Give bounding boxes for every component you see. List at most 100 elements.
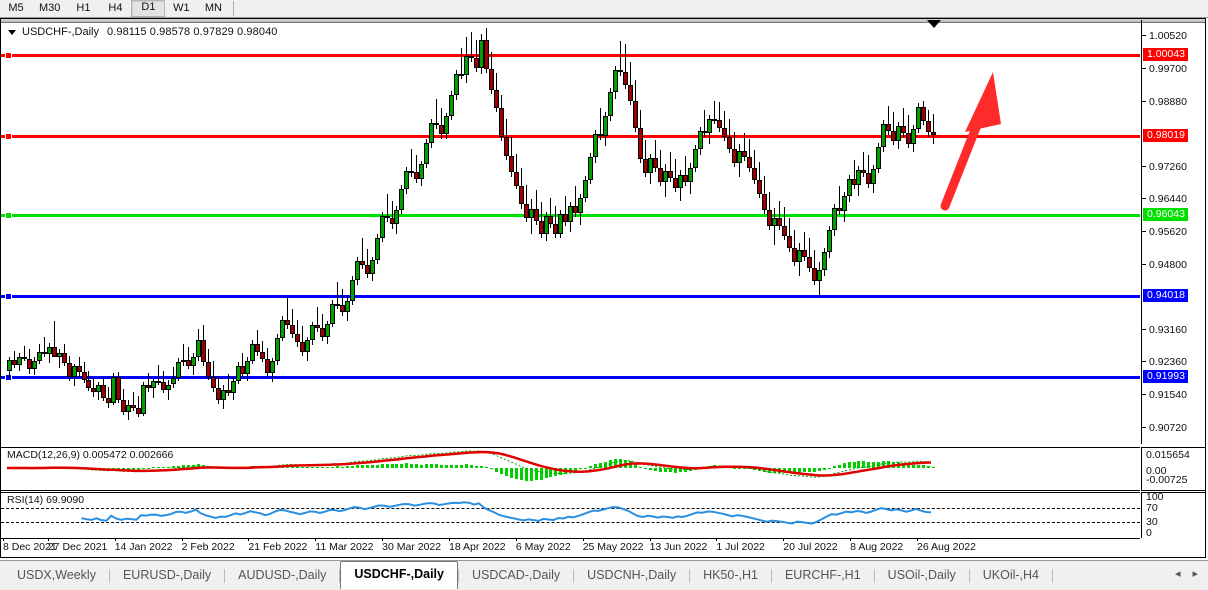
price-tick-label: 0.98880 [1149, 95, 1187, 108]
symbol-tab-eurusd--daily[interactable]: EURUSD-,Daily [122, 568, 212, 582]
candle-wick [729, 118, 731, 153]
tab-divider [457, 569, 459, 583]
macd-histogram-bar [176, 465, 180, 468]
price-level-label-support[interactable]: 0.94018 [1143, 288, 1188, 302]
candle-body [315, 325, 320, 328]
tab-divider [573, 569, 575, 583]
rsi-pane[interactable]: RSI(14) 69.9090 [1, 492, 1140, 538]
candle-body [911, 128, 917, 145]
horizontal-level-line-support[interactable] [1, 373, 1140, 381]
macd-histogram-bar [440, 464, 444, 468]
macd-histogram-bar [817, 468, 821, 472]
symbol-tab-usdcad--daily[interactable]: USDCAD-,Daily [471, 568, 561, 582]
candle-body [583, 180, 589, 199]
rsi-level-line-70 [1, 507, 1140, 509]
candle-body [270, 361, 276, 374]
macd-tick-label: -0.00725 [1146, 474, 1188, 486]
timeframe-button-m30[interactable]: M30 [39, 2, 61, 14]
price-tick-label: 0.95620 [1149, 226, 1187, 238]
macd-histogram-bar [157, 466, 161, 468]
candle-body [419, 164, 425, 180]
candle-wick [540, 202, 542, 239]
candle-body [488, 69, 494, 90]
candle-wick [525, 184, 527, 222]
line-anchor-handle[interactable] [5, 133, 12, 141]
line-anchor-handle[interactable] [5, 212, 12, 220]
candle-wick [391, 200, 393, 229]
price-chart-pane[interactable] [1, 20, 1140, 444]
candle-body [364, 264, 370, 274]
macd-histogram-bar [171, 466, 175, 468]
date-tick-label: 8 Dec 2021 [3, 538, 57, 553]
macd-pane[interactable]: MACD(12,26,9) 0.005472 0.002666 [1, 447, 1140, 491]
candle-body [324, 323, 330, 337]
timeframe-button-w1[interactable]: W1 [173, 2, 190, 14]
symbol-tab-ukoil--h4[interactable]: UKOil-,H4 [982, 568, 1039, 582]
candle-wick [888, 105, 890, 135]
symbol-tab-usoil--daily[interactable]: USOil-,Daily [887, 568, 956, 582]
line-anchor-handle[interactable] [5, 373, 12, 381]
candle-body [170, 378, 176, 385]
price-level-label-resistance[interactable]: 1.00043 [1143, 48, 1188, 62]
horizontal-level-line-resistance[interactable] [1, 133, 1140, 141]
candle-body [478, 39, 484, 69]
timeframe-button-h4[interactable]: H4 [108, 2, 123, 14]
scroll-right-icon[interactable]: ▸ [1192, 568, 1198, 580]
symbol-tab-bar[interactable]: USDX,Weekly EURUSD-,Daily AUDUSD-,Daily USD… [0, 560, 1208, 590]
horizontal-level-line-resistance[interactable] [1, 52, 1140, 60]
price-level-label-support[interactable]: 0.91993 [1143, 369, 1188, 383]
tab-divider [873, 569, 875, 583]
candle-body [593, 133, 599, 157]
candle-body [305, 339, 311, 352]
tick-mark [1142, 198, 1146, 200]
rsi-tick-label: 30 [1146, 516, 1158, 529]
timeframe-button-m5[interactable]: M5 [8, 2, 24, 14]
macd-histogram-bar [579, 468, 583, 470]
candle-body [851, 178, 857, 185]
candle-body [389, 218, 395, 224]
macd-histogram-bar [370, 465, 374, 468]
candle-body [379, 216, 385, 238]
candle-body [573, 205, 579, 213]
timeframe-toolbar[interactable]: M5 M30 H1 H4 D1 W1 MN [0, 0, 1208, 18]
candle-body [926, 121, 932, 133]
price-tick: 0.95620 [1142, 226, 1187, 238]
symbol-tab-usdcnh--daily[interactable]: USDCNH-,Daily [587, 568, 677, 582]
candle-body [886, 124, 892, 131]
macd-histogram-bar [162, 466, 165, 468]
timeframe-button-mn[interactable]: MN [204, 2, 222, 14]
chevron-down-icon[interactable] [8, 29, 16, 35]
symbol-tab-audusd--daily[interactable]: AUDUSD-,Daily [238, 568, 327, 582]
line-anchor-handle[interactable] [5, 52, 12, 60]
symbol-tab-hk50--h1[interactable]: HK50-,H1 [703, 568, 758, 582]
candle-wick [674, 159, 676, 193]
candle-wick [471, 32, 472, 62]
candle-body [613, 69, 619, 93]
candle-wick [341, 288, 343, 316]
macd-histogram-bar [320, 467, 324, 469]
candle-body [642, 158, 648, 173]
scroll-left-icon[interactable]: ◂ [1174, 568, 1181, 580]
line-anchor-handle[interactable] [5, 292, 12, 300]
candle-body [523, 204, 529, 218]
price-level-label-pivot[interactable]: 0.96043 [1143, 208, 1188, 222]
symbol-tab-eurchf--h1[interactable]: EURCHF-,H1 [784, 568, 861, 582]
horizontal-level-line-support[interactable] [1, 292, 1140, 300]
macd-histogram-bar [857, 461, 861, 468]
price-axis[interactable]: 1.00520 0.99700 0.98880 0.97260 0.96440 0.956… [1141, 20, 1205, 444]
price-level-label-resistance[interactable]: 0.98019 [1143, 129, 1188, 143]
candle-body [687, 168, 693, 182]
macd-histogram-bar [410, 463, 414, 468]
timeframe-button-h1[interactable]: H1 [76, 2, 91, 14]
macd-tick-label: 0.00 [1146, 465, 1167, 477]
candle-body [508, 156, 514, 173]
timeframe-button-d1[interactable]: D1 [131, 0, 166, 17]
candle-body [56, 353, 62, 358]
tab-scroll-controls[interactable]: ◂ ▸ [1175, 567, 1208, 580]
candle-body [931, 132, 936, 136]
candle-body [295, 334, 301, 343]
candle-wick [43, 337, 45, 357]
symbol-tab-usdx-weekly[interactable]: USDX,Weekly [17, 568, 96, 582]
macd-histogram-bar [117, 468, 121, 470]
symbol-tab-usdchf--daily[interactable]: USDCHF-,Daily [340, 561, 458, 589]
